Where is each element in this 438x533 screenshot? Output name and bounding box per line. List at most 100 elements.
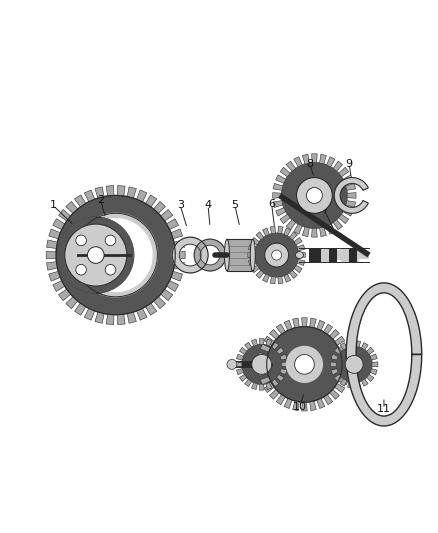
Circle shape <box>227 359 237 369</box>
Polygon shape <box>85 190 95 202</box>
Polygon shape <box>359 251 369 259</box>
Polygon shape <box>334 347 342 354</box>
Polygon shape <box>280 369 287 375</box>
Polygon shape <box>341 248 359 262</box>
Polygon shape <box>66 201 78 213</box>
Polygon shape <box>161 289 173 301</box>
Polygon shape <box>59 289 71 301</box>
Polygon shape <box>286 220 296 230</box>
Polygon shape <box>278 227 283 234</box>
Polygon shape <box>335 383 345 393</box>
Polygon shape <box>348 341 353 347</box>
Polygon shape <box>327 224 335 234</box>
Circle shape <box>252 354 272 374</box>
Polygon shape <box>361 343 368 350</box>
Polygon shape <box>342 361 351 367</box>
Polygon shape <box>330 362 336 367</box>
Polygon shape <box>166 219 179 230</box>
Polygon shape <box>297 245 305 251</box>
Polygon shape <box>324 394 332 405</box>
Polygon shape <box>251 238 259 245</box>
Polygon shape <box>294 224 302 234</box>
Polygon shape <box>276 394 286 405</box>
Polygon shape <box>278 277 283 284</box>
Polygon shape <box>302 318 307 327</box>
Polygon shape <box>251 265 259 273</box>
Polygon shape <box>321 248 331 262</box>
Polygon shape <box>172 237 208 273</box>
Polygon shape <box>311 154 317 163</box>
Polygon shape <box>256 270 264 278</box>
Polygon shape <box>276 175 286 183</box>
Polygon shape <box>355 382 361 388</box>
Polygon shape <box>319 227 326 237</box>
Polygon shape <box>298 253 305 257</box>
Polygon shape <box>256 232 264 240</box>
Polygon shape <box>339 214 349 224</box>
Polygon shape <box>331 369 338 375</box>
Polygon shape <box>280 167 290 177</box>
Polygon shape <box>270 227 276 234</box>
Text: 4: 4 <box>205 200 212 211</box>
Polygon shape <box>310 318 316 328</box>
Polygon shape <box>236 362 242 367</box>
Ellipse shape <box>224 239 230 271</box>
Ellipse shape <box>296 252 304 259</box>
Polygon shape <box>349 248 357 262</box>
Polygon shape <box>258 369 268 376</box>
Polygon shape <box>259 338 264 345</box>
Polygon shape <box>106 314 114 325</box>
Polygon shape <box>137 308 147 320</box>
Polygon shape <box>95 312 104 324</box>
Polygon shape <box>46 240 57 248</box>
Polygon shape <box>248 253 255 257</box>
Polygon shape <box>46 252 56 259</box>
Polygon shape <box>341 353 351 359</box>
Polygon shape <box>272 342 279 350</box>
Polygon shape <box>56 196 175 314</box>
Polygon shape <box>166 280 179 292</box>
Polygon shape <box>293 318 299 328</box>
Polygon shape <box>255 233 298 277</box>
Polygon shape <box>245 342 251 350</box>
Circle shape <box>65 224 127 286</box>
Text: 1: 1 <box>49 200 57 211</box>
Polygon shape <box>294 265 302 273</box>
Polygon shape <box>317 320 325 330</box>
Polygon shape <box>266 383 272 390</box>
Polygon shape <box>372 362 378 367</box>
Polygon shape <box>248 260 256 265</box>
Circle shape <box>76 235 86 246</box>
Polygon shape <box>154 201 166 213</box>
Circle shape <box>307 188 322 204</box>
Polygon shape <box>348 382 353 388</box>
Polygon shape <box>329 248 337 262</box>
Polygon shape <box>58 217 134 293</box>
Polygon shape <box>260 344 271 352</box>
Polygon shape <box>127 187 136 198</box>
Circle shape <box>105 235 116 246</box>
Polygon shape <box>273 183 283 190</box>
Polygon shape <box>245 379 251 386</box>
Polygon shape <box>347 192 356 198</box>
Polygon shape <box>293 401 299 410</box>
Polygon shape <box>294 157 302 167</box>
Polygon shape <box>302 402 307 411</box>
Polygon shape <box>59 209 71 221</box>
Polygon shape <box>346 183 356 190</box>
Polygon shape <box>290 270 297 278</box>
Circle shape <box>295 354 314 374</box>
Polygon shape <box>282 362 287 367</box>
Polygon shape <box>334 374 342 382</box>
Polygon shape <box>319 154 326 164</box>
Polygon shape <box>106 185 114 196</box>
Polygon shape <box>311 228 317 237</box>
Polygon shape <box>339 377 349 385</box>
Circle shape <box>345 356 363 373</box>
Polygon shape <box>269 329 279 340</box>
Polygon shape <box>339 344 349 352</box>
Polygon shape <box>262 228 269 236</box>
Polygon shape <box>174 240 185 248</box>
Polygon shape <box>290 232 297 240</box>
Polygon shape <box>74 213 157 297</box>
